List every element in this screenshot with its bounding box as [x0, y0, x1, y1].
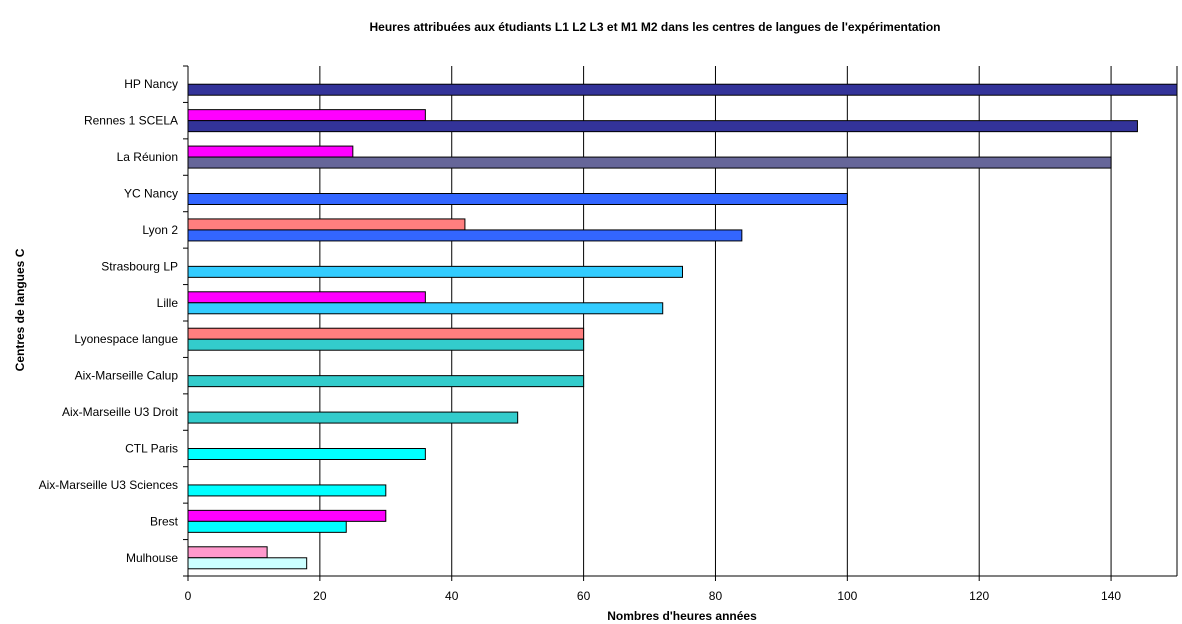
category-label: Strasbourg LP [101, 259, 178, 273]
bar [187, 338, 585, 351]
bar [187, 120, 1138, 133]
bar [187, 83, 1178, 96]
x-tick-label: 120 [969, 589, 989, 603]
y-axis-title: Centres de langues C [13, 248, 27, 371]
bar [187, 302, 664, 315]
category-label: YC Nancy [124, 187, 178, 201]
bar [187, 484, 387, 497]
bar [187, 218, 466, 231]
category-label: Brest [150, 514, 179, 528]
category-label: HP Nancy [124, 77, 178, 91]
bar [187, 156, 1112, 169]
category-label: La Réunion [117, 150, 178, 164]
x-tick-label: 0 [185, 589, 192, 603]
x-tick-label: 60 [577, 589, 591, 603]
bar [187, 291, 426, 304]
bar [187, 327, 585, 340]
x-axis-title: Nombres d'heures années [607, 609, 757, 623]
category-label: CTL Paris [125, 442, 178, 456]
bar [187, 509, 387, 522]
x-tick-label: 100 [837, 589, 857, 603]
plot-area: HP Nancy Rennes 1 SCELA La Réunion YC Nancy… [39, 65, 1178, 603]
bar [187, 109, 426, 122]
bar [187, 265, 683, 278]
bar [187, 193, 848, 205]
bar [187, 229, 743, 242]
x-tick-label: 80 [709, 589, 723, 603]
category-label: Aix-Marseille Calup [75, 369, 179, 383]
bar [187, 375, 585, 388]
chart-title: Heures attribuées aux étudiants L1 L2 L3… [369, 20, 940, 34]
x-tick-label: 140 [1101, 589, 1121, 603]
bar [187, 546, 268, 559]
bar [187, 520, 347, 533]
bar [187, 411, 519, 424]
x-tick-label: 20 [313, 589, 327, 603]
category-label: Aix-Marseille U3 Sciences [39, 478, 178, 492]
category-label: Aix-Marseille U3 Droit [62, 405, 179, 419]
category-label: Lyonespace langue [74, 332, 178, 346]
category-label: Lille [157, 296, 179, 310]
bar [187, 145, 354, 158]
bar [187, 448, 426, 460]
category-label: Mulhouse [126, 551, 178, 565]
x-tick-label: 40 [445, 589, 459, 603]
category-label: Rennes 1 SCELA [84, 114, 178, 128]
category-label: Lyon 2 [142, 223, 178, 237]
bar [187, 557, 308, 570]
